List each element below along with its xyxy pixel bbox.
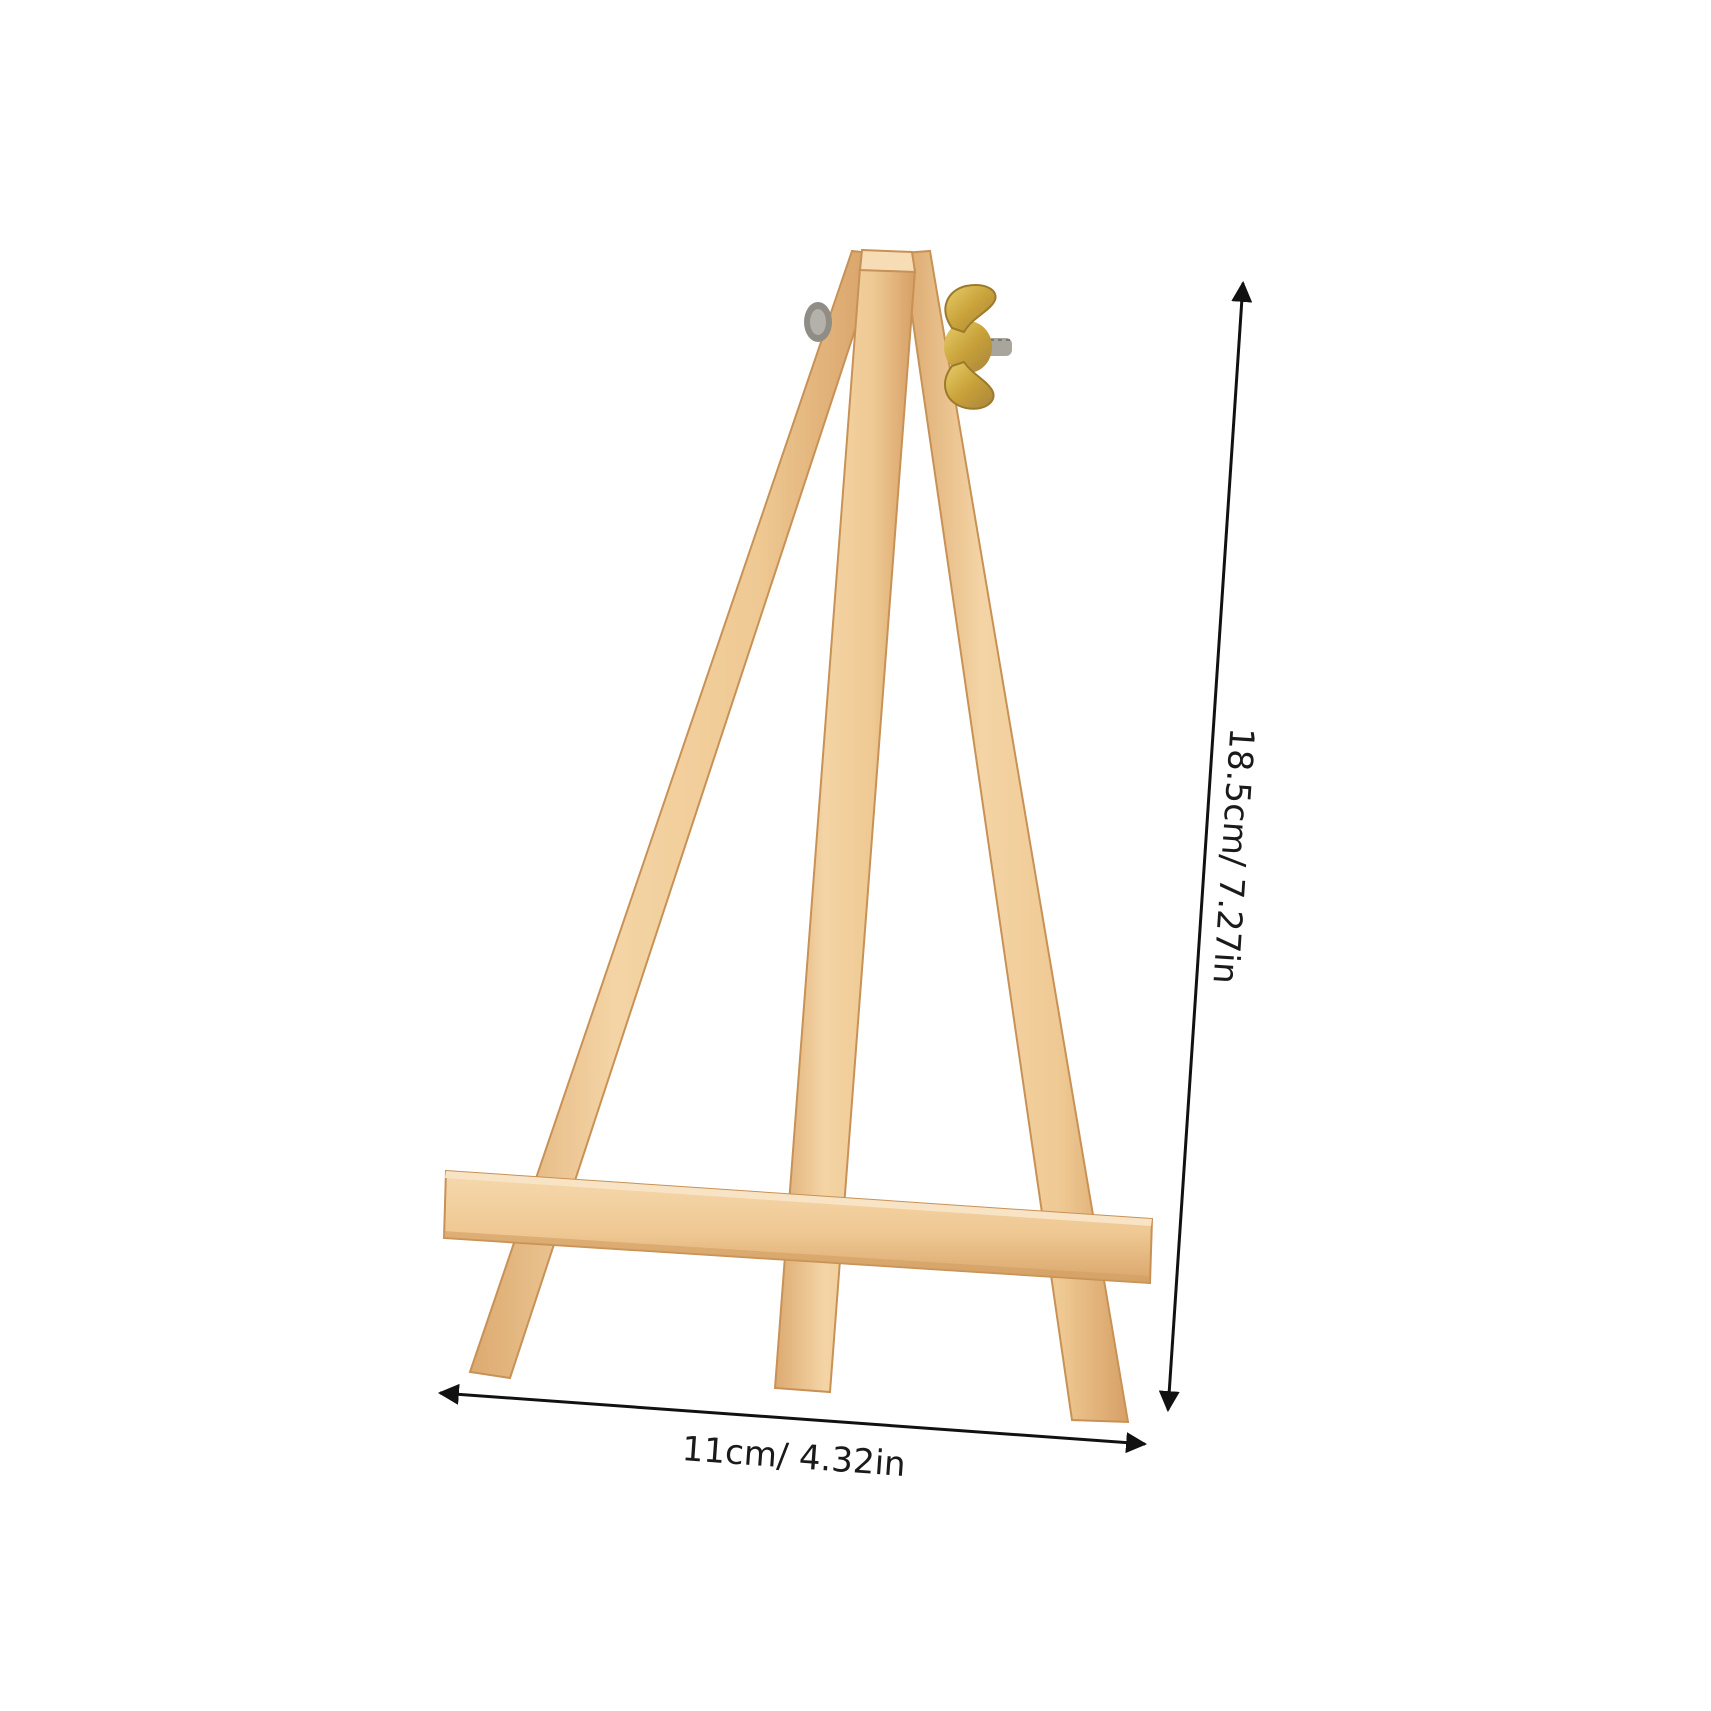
width-label: 11cm/ 4.32in xyxy=(681,1429,907,1485)
easel-top-cap xyxy=(858,248,917,274)
height-dimension-arrow xyxy=(1158,280,1253,1413)
width-dimension: 11cm/ 4.32in xyxy=(437,1383,1148,1485)
wing-nut-bolt-icon xyxy=(943,284,1012,410)
height-dimension: 18.5cm/ 7.27in xyxy=(1158,280,1262,1413)
easel-ledge xyxy=(442,1169,1154,1285)
width-dimension-arrow xyxy=(437,1383,1148,1454)
easel xyxy=(442,248,1154,1424)
bolt-head-icon xyxy=(804,302,832,342)
height-label: 18.5cm/ 7.27in xyxy=(1205,726,1262,985)
